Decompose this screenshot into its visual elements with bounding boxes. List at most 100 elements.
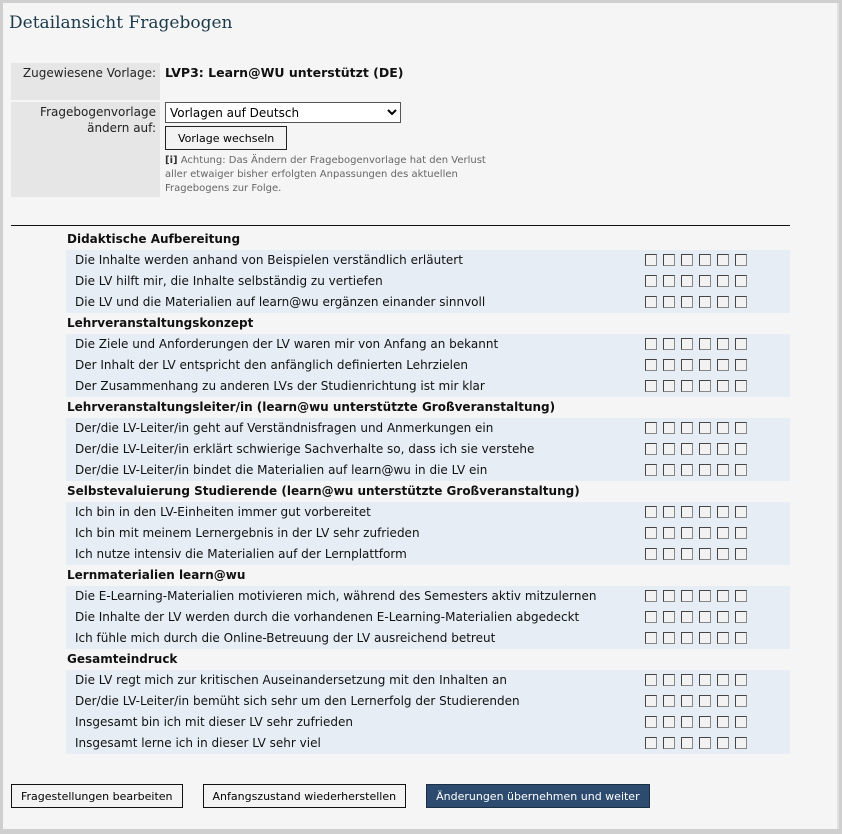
rating-checkbox[interactable] [645, 611, 657, 623]
rating-checkbox[interactable] [681, 254, 693, 266]
rating-checkbox[interactable] [717, 275, 729, 287]
rating-checkbox[interactable] [699, 695, 711, 707]
apply-and-continue-button[interactable]: Änderungen übernehmen und weiter [426, 784, 650, 808]
rating-checkbox[interactable] [717, 359, 729, 371]
rating-checkbox[interactable] [717, 380, 729, 392]
rating-checkbox[interactable] [663, 443, 675, 455]
rating-checkbox[interactable] [681, 695, 693, 707]
rating-checkbox[interactable] [681, 464, 693, 476]
rating-checkbox[interactable] [717, 674, 729, 686]
rating-checkbox[interactable] [663, 716, 675, 728]
edit-questions-button[interactable]: Fragestellungen bearbeiten [11, 784, 183, 808]
rating-checkbox[interactable] [681, 527, 693, 539]
template-select[interactable]: Vorlagen auf Deutsch [165, 102, 401, 123]
rating-checkbox[interactable] [645, 359, 657, 371]
rating-checkbox[interactable] [717, 716, 729, 728]
rating-checkbox[interactable] [645, 296, 657, 308]
rating-checkbox[interactable] [699, 506, 711, 518]
rating-checkbox[interactable] [699, 422, 711, 434]
rating-checkbox[interactable] [645, 464, 657, 476]
rating-checkbox[interactable] [681, 632, 693, 644]
rating-checkbox[interactable] [645, 695, 657, 707]
rating-checkbox[interactable] [699, 359, 711, 371]
rating-checkbox[interactable] [735, 716, 747, 728]
rating-checkbox[interactable] [645, 716, 657, 728]
rating-checkbox[interactable] [735, 527, 747, 539]
rating-checkbox[interactable] [645, 527, 657, 539]
rating-checkbox[interactable] [645, 548, 657, 560]
rating-checkbox[interactable] [681, 296, 693, 308]
rating-checkbox[interactable] [717, 254, 729, 266]
rating-checkbox[interactable] [645, 674, 657, 686]
rating-checkbox[interactable] [699, 380, 711, 392]
rating-checkbox[interactable] [735, 506, 747, 518]
rating-checkbox[interactable] [681, 359, 693, 371]
rating-checkbox[interactable] [735, 380, 747, 392]
rating-checkbox[interactable] [681, 422, 693, 434]
rating-checkbox[interactable] [735, 275, 747, 287]
rating-checkbox[interactable] [681, 275, 693, 287]
rating-checkbox[interactable] [699, 443, 711, 455]
rating-checkbox[interactable] [699, 611, 711, 623]
rating-checkbox[interactable] [645, 275, 657, 287]
rating-checkbox[interactable] [735, 338, 747, 350]
rating-checkbox[interactable] [663, 275, 675, 287]
rating-checkbox[interactable] [717, 632, 729, 644]
rating-checkbox[interactable] [663, 674, 675, 686]
rating-checkbox[interactable] [717, 695, 729, 707]
rating-checkbox[interactable] [663, 611, 675, 623]
rating-checkbox[interactable] [735, 590, 747, 602]
rating-checkbox[interactable] [681, 716, 693, 728]
rating-checkbox[interactable] [699, 674, 711, 686]
rating-checkbox[interactable] [699, 716, 711, 728]
rating-checkbox[interactable] [645, 506, 657, 518]
rating-checkbox[interactable] [717, 737, 729, 749]
rating-checkbox[interactable] [717, 464, 729, 476]
rating-checkbox[interactable] [717, 590, 729, 602]
rating-checkbox[interactable] [663, 464, 675, 476]
rating-checkbox[interactable] [717, 296, 729, 308]
rating-checkbox[interactable] [699, 590, 711, 602]
rating-checkbox[interactable] [645, 737, 657, 749]
rating-checkbox[interactable] [663, 254, 675, 266]
rating-checkbox[interactable] [717, 443, 729, 455]
rating-checkbox[interactable] [681, 590, 693, 602]
rating-checkbox[interactable] [717, 611, 729, 623]
rating-checkbox[interactable] [681, 380, 693, 392]
rating-checkbox[interactable] [681, 611, 693, 623]
rating-checkbox[interactable] [735, 296, 747, 308]
rating-checkbox[interactable] [735, 422, 747, 434]
rating-checkbox[interactable] [663, 296, 675, 308]
reset-button[interactable]: Anfangszustand wiederherstellen [202, 784, 407, 808]
rating-checkbox[interactable] [681, 548, 693, 560]
rating-checkbox[interactable] [735, 548, 747, 560]
rating-checkbox[interactable] [663, 380, 675, 392]
rating-checkbox[interactable] [717, 527, 729, 539]
rating-checkbox[interactable] [663, 422, 675, 434]
rating-checkbox[interactable] [717, 338, 729, 350]
rating-checkbox[interactable] [645, 590, 657, 602]
rating-checkbox[interactable] [735, 254, 747, 266]
rating-checkbox[interactable] [699, 632, 711, 644]
rating-checkbox[interactable] [699, 548, 711, 560]
rating-checkbox[interactable] [645, 338, 657, 350]
rating-checkbox[interactable] [663, 338, 675, 350]
rating-checkbox[interactable] [735, 737, 747, 749]
rating-checkbox[interactable] [663, 632, 675, 644]
rating-checkbox[interactable] [735, 674, 747, 686]
rating-checkbox[interactable] [663, 506, 675, 518]
rating-checkbox[interactable] [699, 527, 711, 539]
rating-checkbox[interactable] [663, 359, 675, 371]
rating-checkbox[interactable] [699, 737, 711, 749]
rating-checkbox[interactable] [717, 548, 729, 560]
rating-checkbox[interactable] [735, 359, 747, 371]
rating-checkbox[interactable] [735, 695, 747, 707]
rating-checkbox[interactable] [699, 275, 711, 287]
rating-checkbox[interactable] [681, 737, 693, 749]
rating-checkbox[interactable] [681, 338, 693, 350]
rating-checkbox[interactable] [645, 254, 657, 266]
rating-checkbox[interactable] [681, 674, 693, 686]
rating-checkbox[interactable] [717, 422, 729, 434]
rating-checkbox[interactable] [645, 422, 657, 434]
rating-checkbox[interactable] [663, 695, 675, 707]
